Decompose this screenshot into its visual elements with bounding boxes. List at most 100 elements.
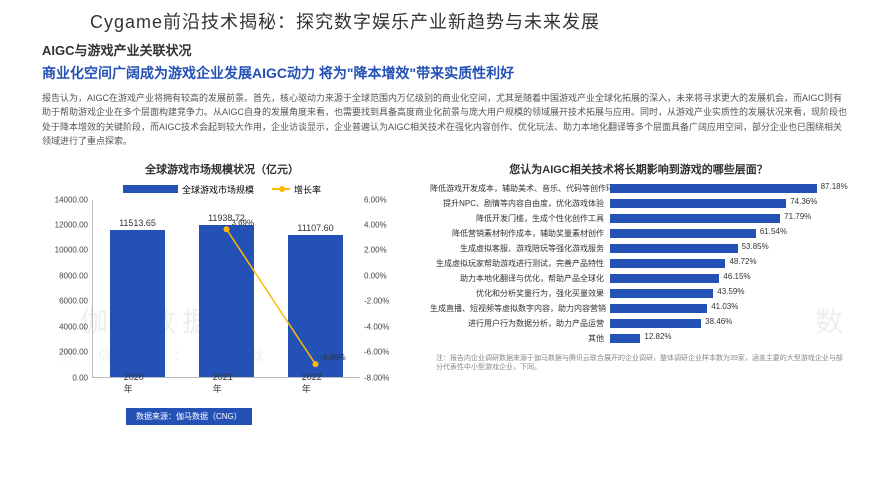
y-axis-left: 0.002000.004000.006000.008000.0010000.00… bbox=[42, 200, 90, 378]
hbar-track: 38.46% bbox=[610, 319, 847, 328]
body-text: 报告认为，AIGC在游戏产业将拥有较高的发展前景。首先，核心驱动力来源于全球范围… bbox=[0, 91, 889, 161]
section-subtitle: 商业化空间广阔成为游戏企业发展AIGC动力 将为"降本增效"带来实质性利好 bbox=[0, 63, 889, 91]
hbar-row: 提升NPC、剧情等内容自由度，优化游戏体验 74.36% bbox=[430, 198, 847, 209]
y-tick: 12000.00 bbox=[55, 221, 88, 230]
hbar-track: 61.54% bbox=[610, 229, 847, 238]
hbar-value: 12.82% bbox=[644, 332, 671, 341]
hbar-value: 61.54% bbox=[760, 227, 787, 236]
hbar-track: 12.82% bbox=[610, 334, 847, 343]
y-tick: 2.00% bbox=[364, 246, 387, 255]
page-title: Cygame前沿技术揭秘：探究数字娱乐产业新趋势与未来发展 bbox=[0, 0, 889, 40]
hbar-fill bbox=[610, 334, 640, 343]
hbar-row: 降低开发门槛，生成个性化创作工具 71.79% bbox=[430, 213, 847, 224]
hbar-fill bbox=[610, 304, 707, 313]
bar-label: 2021年 bbox=[213, 372, 241, 395]
hbar-value: 71.79% bbox=[784, 212, 811, 221]
y-tick: 14000.00 bbox=[55, 195, 88, 204]
y-tick: 6.00% bbox=[364, 195, 387, 204]
hbar-label: 提升NPC、剧情等内容自由度，优化游戏体验 bbox=[430, 198, 610, 209]
hbar-container: 降低游戏开发成本，辅助美术、音乐、代码等创作环节 87.18% 提升NPC、剧情等内… bbox=[430, 183, 847, 344]
hbar-fill bbox=[610, 319, 701, 328]
hbar-value: 74.36% bbox=[790, 197, 817, 206]
chart-title: 全球游戏市场规模状况（亿元） bbox=[42, 161, 402, 177]
hbar-label: 优化和分析奖量行为，强化买量效果 bbox=[430, 288, 610, 299]
hbar-label: 生成虚拟客服、游戏陪玩等强化游戏服务 bbox=[430, 243, 610, 254]
bars-container: 11513.652020年 11938.722021年 11107.602022年 bbox=[93, 200, 360, 377]
hbar-row: 降低游戏开发成本，辅助美术、音乐、代码等创作环节 87.18% bbox=[430, 183, 847, 194]
data-source: 数据来源：伽马数据（CNG） bbox=[126, 408, 252, 425]
hbar-row: 助力本地化翻译与优化，帮助产品全球化 46.15% bbox=[430, 273, 847, 284]
y-tick: -8.00% bbox=[364, 373, 389, 382]
hbar-track: 53.85% bbox=[610, 244, 847, 253]
hbar-label: 降低游戏开发成本，辅助美术、音乐、代码等创作环节 bbox=[430, 183, 610, 194]
y-tick: 10000.00 bbox=[55, 246, 88, 255]
hbar-fill bbox=[610, 289, 713, 298]
hbar-label: 进行用户行为数据分析，助力产品运营 bbox=[430, 318, 610, 329]
bar-label: 2022年 bbox=[302, 372, 330, 395]
chart-title: 您认为AIGC相关技术将长期影响到游戏的哪些层面？ bbox=[430, 161, 847, 177]
hbar-row: 生成直播、短视频等虚拟数字内容，助力内容营销 41.03% bbox=[430, 303, 847, 314]
bar-value: 11107.60 bbox=[297, 223, 333, 233]
hbar-row: 其他 12.82% bbox=[430, 333, 847, 344]
hbar-track: 46.15% bbox=[610, 274, 847, 283]
y-tick: 6000.00 bbox=[59, 297, 88, 306]
hbar-value: 53.85% bbox=[742, 242, 769, 251]
y-tick: -6.00% bbox=[364, 348, 389, 357]
y-tick: 4000.00 bbox=[59, 322, 88, 331]
hbar-row: 优化和分析奖量行为，强化买量效果 43.59% bbox=[430, 288, 847, 299]
hbar-fill bbox=[610, 229, 756, 238]
hbar-value: 43.59% bbox=[717, 287, 744, 296]
legend-label: 全球游戏市场规模 bbox=[182, 183, 254, 196]
hbar-row: 生成虚拟玩家帮助游戏进行测试，完善产品特性 48.72% bbox=[430, 258, 847, 269]
y-tick: -2.00% bbox=[364, 297, 389, 306]
hbar-track: 87.18% bbox=[610, 184, 847, 193]
bar bbox=[288, 235, 343, 376]
hbar-fill bbox=[610, 184, 817, 193]
hbar-track: 43.59% bbox=[610, 289, 847, 298]
hbar-row: 生成虚拟客服、游戏陪玩等强化游戏服务 53.85% bbox=[430, 243, 847, 254]
aigc-impact-chart: 您认为AIGC相关技术将长期影响到游戏的哪些层面？ 降低游戏开发成本，辅助美术、… bbox=[430, 161, 847, 425]
hbar-fill bbox=[610, 244, 738, 253]
hbar-fill bbox=[610, 199, 786, 208]
y-tick: 8000.00 bbox=[59, 271, 88, 280]
hbar-row: 降低营销素材制作成本，辅助奖量素材创作 61.54% bbox=[430, 228, 847, 239]
hbar-track: 48.72% bbox=[610, 259, 847, 268]
bar-value: 11938.72 bbox=[208, 213, 245, 223]
hbar-value: 41.03% bbox=[711, 302, 738, 311]
bar-value: 11513.65 bbox=[119, 218, 156, 228]
hbar-track: 71.79% bbox=[610, 214, 847, 223]
bar bbox=[199, 225, 254, 377]
hbar-label: 降低开发门槛，生成个性化创作工具 bbox=[430, 213, 610, 224]
bar bbox=[110, 230, 165, 376]
y-tick: 2000.00 bbox=[59, 348, 88, 357]
hbar-label: 助力本地化翻译与优化，帮助产品全球化 bbox=[430, 273, 610, 284]
hbar-row: 进行用户行为数据分析，助力产品运营 38.46% bbox=[430, 318, 847, 329]
legend-label: 增长率 bbox=[294, 183, 321, 196]
hbar-value: 38.46% bbox=[705, 317, 732, 326]
hbar-label: 其他 bbox=[430, 333, 610, 344]
section-title: AIGC与游戏产业关联状况 bbox=[0, 40, 889, 63]
hbar-label: 生成虚拟玩家帮助游戏进行测试，完善产品特性 bbox=[430, 258, 610, 269]
chart-footnote: 注：报告内企业调研数据来源于伽马数据与腾讯云联合展开的企业调研，整体调研企业样本… bbox=[430, 354, 847, 374]
bar-group: 11107.602022年 bbox=[288, 223, 343, 376]
y-tick: 0.00 bbox=[72, 373, 88, 382]
hbar-label: 生成直播、短视频等虚拟数字内容，助力内容营销 bbox=[430, 303, 610, 314]
market-size-chart: 全球游戏市场规模状况（亿元） 全球游戏市场规模 增长率 0.00 2000.00 4… bbox=[42, 161, 402, 425]
hbar-fill bbox=[610, 274, 719, 283]
y-tick: 4.00% bbox=[364, 221, 387, 230]
hbar-value: 46.15% bbox=[723, 272, 750, 281]
hbar-value: 48.72% bbox=[729, 257, 756, 266]
y-tick: 0.00% bbox=[364, 271, 387, 280]
bar-group: 11513.652020年 bbox=[110, 218, 165, 376]
chart-legend: 全球游戏市场规模 增长率 bbox=[42, 183, 402, 196]
y-axis-right: -8.00%-6.00%-4.00%-2.00%0.00%2.00%4.00%6… bbox=[362, 200, 402, 378]
hbar-track: 41.03% bbox=[610, 304, 847, 313]
bar-label: 2020年 bbox=[124, 372, 152, 395]
hbar-value: 87.18% bbox=[821, 182, 848, 191]
hbar-label: 降低营销素材制作成本，辅助奖量素材创作 bbox=[430, 228, 610, 239]
y-tick: -4.00% bbox=[364, 322, 389, 331]
hbar-fill bbox=[610, 214, 780, 223]
hbar-track: 74.36% bbox=[610, 199, 847, 208]
bar-group: 11938.722021年 bbox=[199, 213, 254, 377]
hbar-fill bbox=[610, 259, 725, 268]
